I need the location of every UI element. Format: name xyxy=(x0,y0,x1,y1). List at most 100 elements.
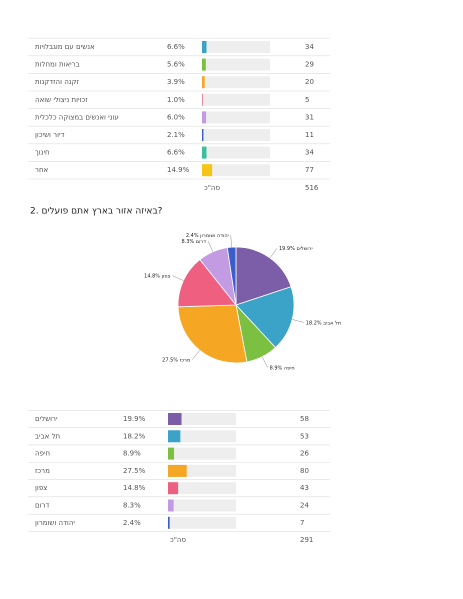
row-label: מרכז xyxy=(35,467,50,475)
row-percent: 6.0% xyxy=(167,113,185,121)
bar xyxy=(168,499,174,512)
bar-track xyxy=(168,482,236,495)
row-count: 34 xyxy=(305,43,314,51)
slice-label: 8.9% חיפה xyxy=(270,365,295,371)
row-percent: 19.9% xyxy=(123,415,146,423)
row-label: חינוך xyxy=(35,149,50,157)
bar xyxy=(202,146,207,159)
bar-track xyxy=(168,447,236,460)
row-percent: 8.3% xyxy=(123,502,141,510)
bar xyxy=(202,164,213,177)
row-label: אחר xyxy=(35,166,49,174)
row-count: 80 xyxy=(300,467,309,475)
slice-label: 27.5% מרכז xyxy=(162,357,190,363)
bar xyxy=(168,430,181,443)
total-label: סה"כ xyxy=(204,184,220,192)
slice-percent: 8.3% xyxy=(181,238,194,244)
bar xyxy=(202,76,205,89)
row-label: בריאות ומחלות xyxy=(35,61,80,69)
row-count: 7 xyxy=(300,519,304,527)
row-count: 29 xyxy=(305,61,314,69)
row-label: ירושלים xyxy=(35,415,58,423)
slice-name: דרום xyxy=(196,238,207,244)
slice-percent: 8.9% xyxy=(270,365,283,371)
question-title: 2. באיזה אזור בארץ אתם פועלים? xyxy=(30,207,163,217)
bar-track xyxy=(168,413,236,425)
bar xyxy=(168,516,170,529)
leader-line xyxy=(230,235,232,248)
row-count: 58 xyxy=(300,415,309,423)
row-label: אנשים עם מוגבלויות xyxy=(35,43,95,51)
slice-name: יהודה ושומרון xyxy=(200,233,229,239)
slice-percent: 2.4% xyxy=(186,233,199,239)
slice-label: 8.3% דרום xyxy=(181,238,206,244)
bar xyxy=(168,413,182,425)
leader-line xyxy=(172,275,184,281)
row-label: תל אביב xyxy=(35,432,60,440)
row-label: צפון xyxy=(35,484,47,492)
row-count: 43 xyxy=(300,484,309,492)
slice-label: 18.2% תל אביב xyxy=(306,320,341,326)
row-percent: 2.1% xyxy=(167,131,185,139)
bar-track xyxy=(202,41,270,53)
bar-track xyxy=(202,111,270,124)
leader-line xyxy=(192,350,200,360)
row-count: 11 xyxy=(305,131,314,139)
row-count: 20 xyxy=(305,78,314,86)
row-percent: 14.9% xyxy=(167,166,190,174)
slice-label: 2.4% יהודה ושומרון xyxy=(186,233,229,239)
slice-name: תל אביב xyxy=(323,320,341,326)
total-label: סה"כ xyxy=(170,536,186,544)
slice-percent: 18.2% xyxy=(306,320,322,326)
row-label: דיור ושיכון xyxy=(35,131,65,139)
slice-label: 14.8% צפון xyxy=(144,273,170,279)
slice-percent: 19.9% xyxy=(279,246,295,252)
leader-line xyxy=(261,356,268,368)
slice-percent: 27.5% xyxy=(162,357,178,363)
bar-track xyxy=(168,430,236,443)
pie-slice xyxy=(177,304,248,364)
slice-name: ירושלים xyxy=(296,246,312,252)
leader-line xyxy=(292,319,304,323)
row-percent: 6.6% xyxy=(167,43,185,51)
bar-track xyxy=(202,146,270,159)
slice-name: צפון xyxy=(162,273,171,279)
bar xyxy=(168,447,175,460)
pie-slice xyxy=(235,286,295,349)
row-percent: 18.2% xyxy=(123,432,146,440)
bar xyxy=(202,58,206,71)
row-count: 31 xyxy=(305,113,314,121)
row-percent: 27.5% xyxy=(123,467,146,475)
row-percent: 5.6% xyxy=(167,61,185,69)
row-percent: 8.9% xyxy=(123,450,141,458)
row-count: 53 xyxy=(300,432,309,440)
slice-percent: 14.8% xyxy=(144,273,160,279)
bar-track xyxy=(202,164,270,177)
leader-line xyxy=(207,240,214,252)
row-label: זכויות ניצולי שואה xyxy=(35,96,88,104)
leader-line xyxy=(269,248,278,259)
pie-slice xyxy=(177,259,237,308)
slice-name: חיפה xyxy=(284,365,295,371)
total-count: 291 xyxy=(300,536,313,544)
row-count: 34 xyxy=(305,149,314,157)
row-count: 26 xyxy=(300,450,309,458)
row-count: 24 xyxy=(300,502,309,510)
bar xyxy=(168,464,187,477)
row-percent: 1.0% xyxy=(167,96,185,104)
bar-track xyxy=(168,516,236,529)
row-percent: 2.4% xyxy=(123,519,141,527)
total-count: 516 xyxy=(305,184,319,192)
row-count: 77 xyxy=(305,166,314,174)
row-percent: 3.9% xyxy=(167,78,185,86)
bar-track xyxy=(202,58,270,71)
row-percent: 6.6% xyxy=(167,149,185,157)
row-label: עוני ואנשים במצוקה כלכלית xyxy=(35,113,119,121)
row-label: זקנה והזדקנות xyxy=(35,78,80,86)
bar-track xyxy=(202,93,270,106)
bar-track xyxy=(202,76,270,89)
bar xyxy=(168,482,179,495)
row-percent: 14.8% xyxy=(123,484,146,492)
bar xyxy=(202,93,203,106)
